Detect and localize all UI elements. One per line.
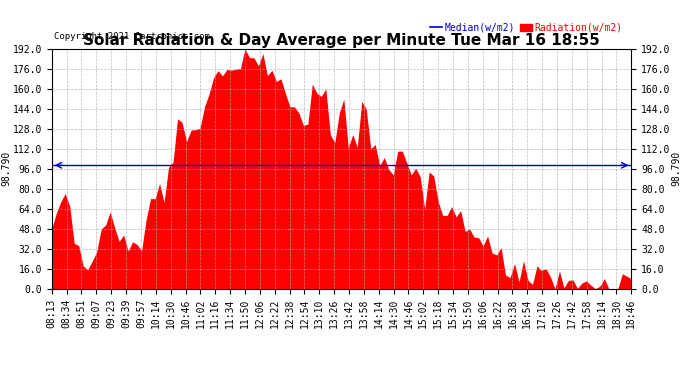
- Y-axis label: 98.790: 98.790: [1, 151, 11, 186]
- Title: Solar Radiation & Day Average per Minute Tue Mar 16 18:55: Solar Radiation & Day Average per Minute…: [83, 33, 600, 48]
- Text: Copyright 2021 Cartronics.com: Copyright 2021 Cartronics.com: [54, 32, 210, 41]
- Y-axis label: 98.790: 98.790: [672, 151, 682, 186]
- Legend: Median(w/m2), Radiation(w/m2): Median(w/m2), Radiation(w/m2): [426, 19, 627, 37]
